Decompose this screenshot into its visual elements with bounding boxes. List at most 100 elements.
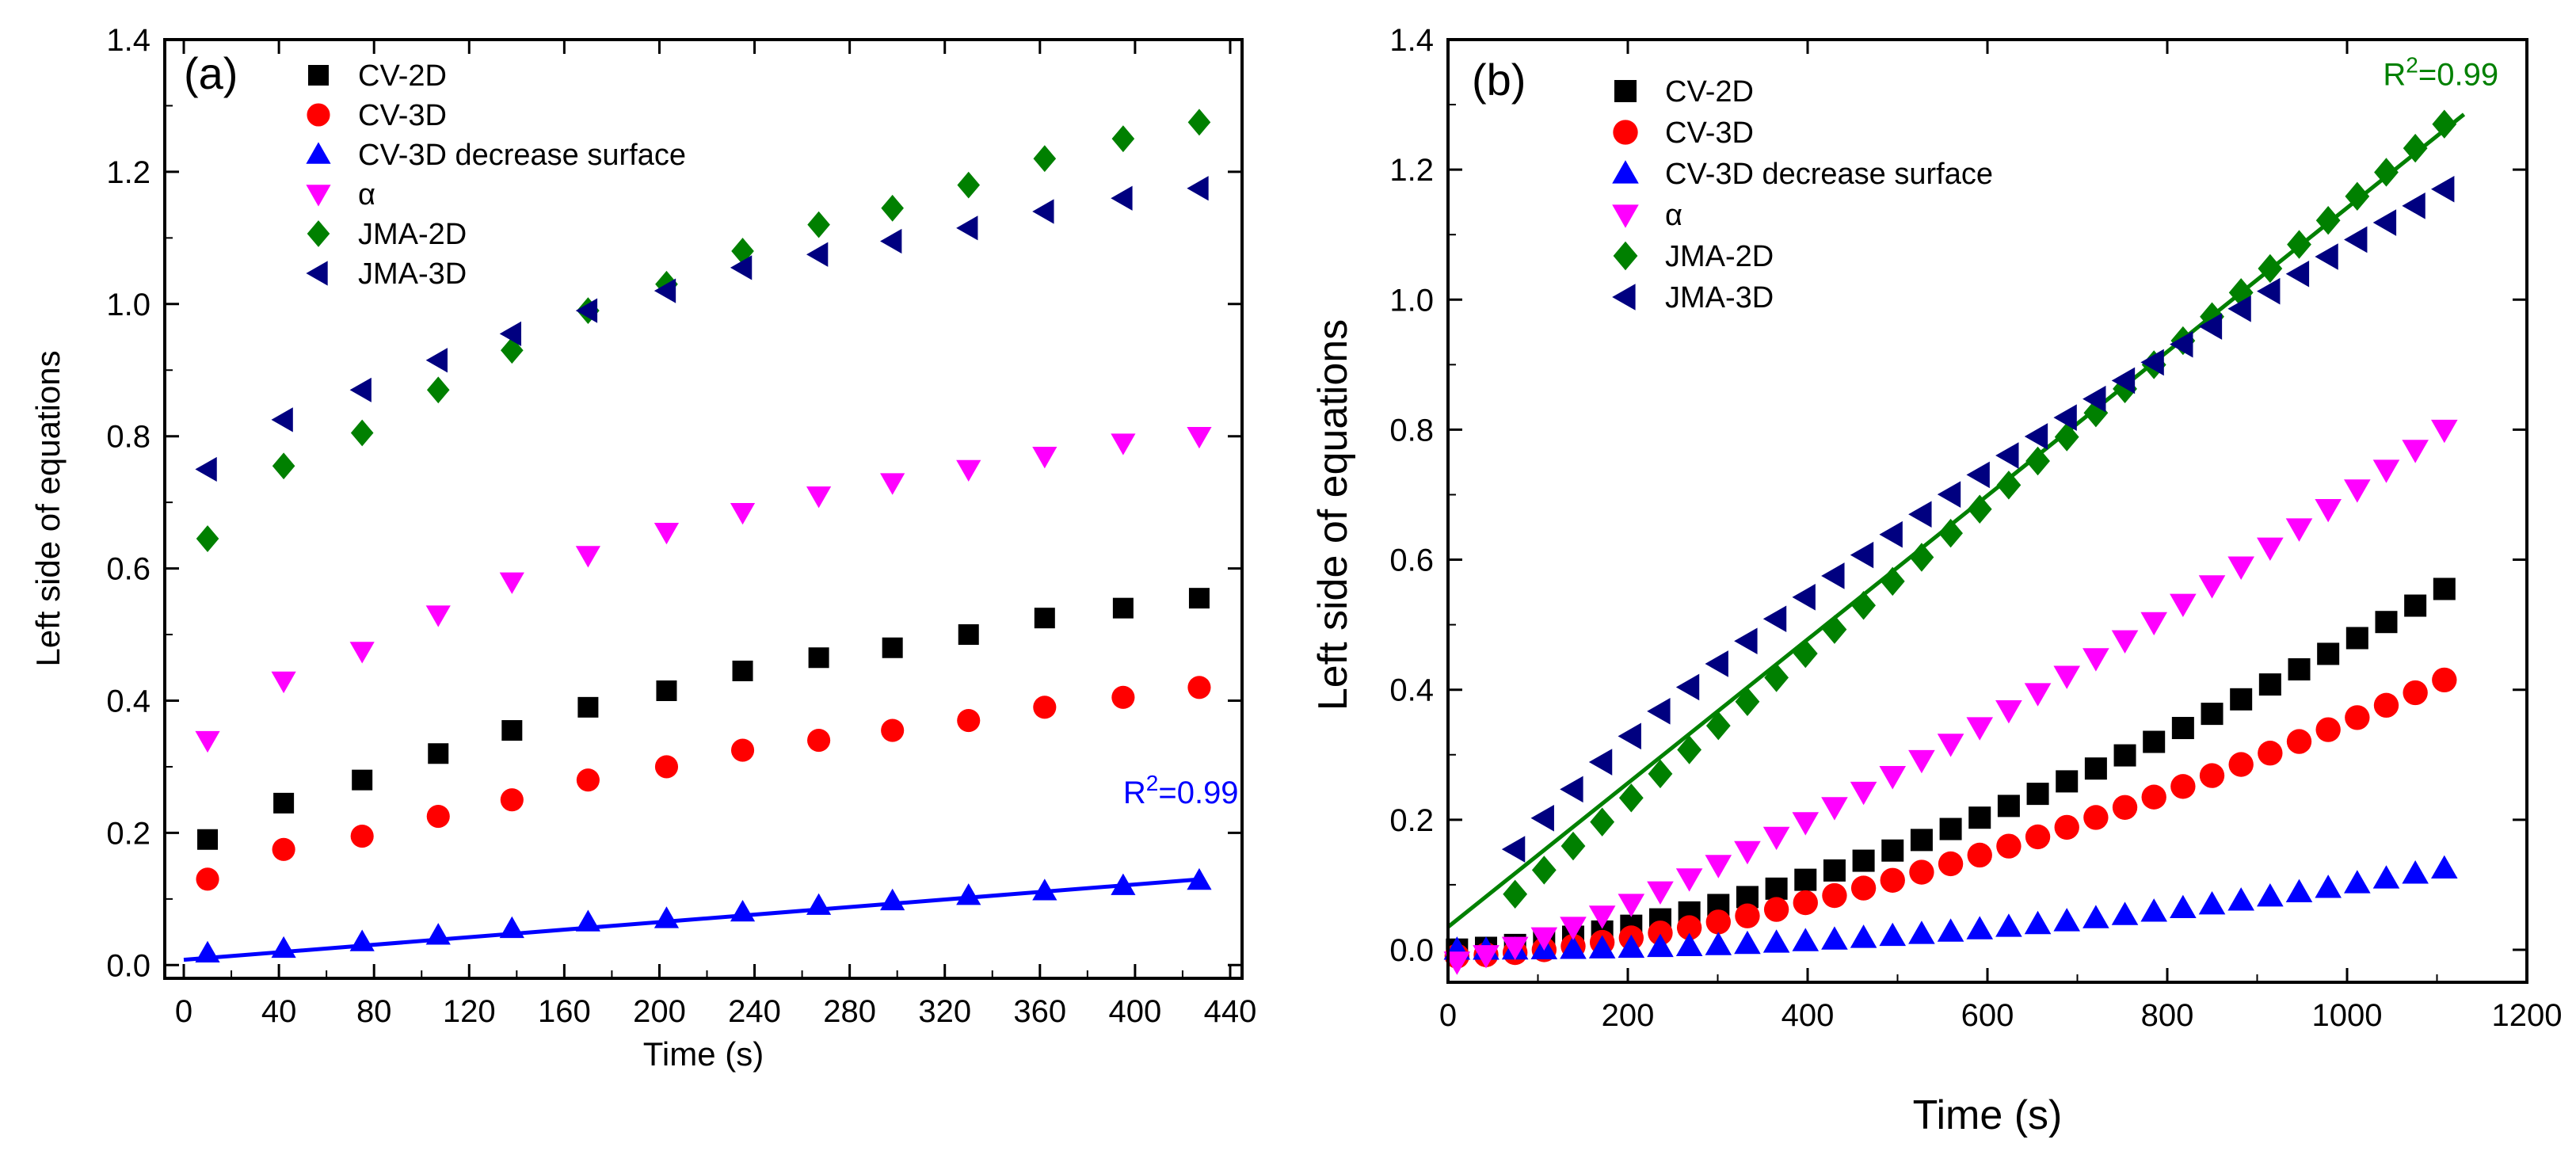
point-b-jma-3d-10 [1792, 584, 1816, 611]
point-b-jma-3d-0 [1501, 836, 1526, 863]
point-b-jma-2d-1 [1531, 856, 1557, 885]
point-b-cv-3d-10 [1735, 903, 1760, 928]
point-a-cv-3d-10 [957, 708, 981, 733]
point-a-cv-3d-6 [654, 755, 679, 779]
x-axis-title-a: Time (s) [643, 1035, 764, 1073]
point-b-jma-2d-3 [1590, 807, 1615, 837]
point-a-jma-2d-3 [426, 376, 450, 404]
point-a-cv-3d-decrease-surface-5 [575, 909, 600, 932]
point-b-jma-2d-19 [2054, 422, 2079, 452]
x-axis-title-b: Time (s) [1913, 1092, 2063, 1138]
legend-label-b-jma-2d: JMA-2D [1665, 240, 1774, 273]
point-b-jma-2d-27 [2287, 230, 2311, 259]
r2-label-a: R2=0.99 [1123, 771, 1239, 810]
point-b-cv-3d-decrease-surface-30 [2315, 875, 2342, 898]
point-b-cv-3d-decrease-surface-6 [1618, 934, 1645, 959]
point-a-jma-3d-8 [806, 242, 829, 267]
point-a-cv-3d-0 [196, 867, 219, 891]
x-tick-label-a-0: 0 [175, 994, 192, 1029]
point-b-alpha-3 [1530, 927, 1558, 951]
point-b-alpha-0 [1443, 951, 1471, 975]
x-tick-label-a-8: 320 [918, 994, 971, 1029]
point-a-cv-2d-13 [1188, 588, 1210, 609]
point-b-jma-3d-11 [1821, 562, 1845, 589]
point-b-jma-3d-5 [1647, 698, 1671, 725]
point-b-cv-2d-11 [1765, 877, 1788, 900]
point-a-cv-2d-10 [958, 624, 979, 646]
point-a-jma-3d-13 [1187, 176, 1209, 201]
point-b-jma-3d-29 [2344, 226, 2368, 253]
point-a-cv-3d-decrease-surface-10 [956, 883, 981, 905]
point-b-cv-3d-decrease-surface-32 [2372, 865, 2400, 889]
point-b-cv-3d-decrease-surface-29 [2285, 878, 2313, 903]
point-b-cv-2d-19 [1997, 795, 2020, 818]
point-a-alpha-7 [730, 502, 756, 525]
point-a-cv-2d-3 [428, 743, 449, 764]
point-b-alpha-10 [1734, 840, 1761, 865]
point-b-cv-2d-26 [2201, 703, 2224, 726]
point-a-alpha-13 [1187, 427, 1212, 449]
panel-b: 0 200 400 600 800 1000 1200 0.0 0.2 0.4 0.6 0.8 1.0 1… [1310, 23, 2562, 1138]
point-b-cv-3d-24 [2141, 784, 2166, 810]
point-a-cv-3d-12 [1111, 685, 1135, 709]
point-a-jma-3d-3 [425, 348, 448, 373]
legend-label-a-cv-3d: CV-3D [358, 99, 447, 132]
point-b-jma-2d-5 [1648, 759, 1673, 789]
point-a-jma-3d-2 [349, 377, 372, 402]
y-tick-label-a-7: 1.4 [106, 23, 151, 58]
point-b-cv-3d-15 [1880, 867, 1905, 893]
point-b-cv-2d-24 [2143, 730, 2166, 753]
y-tick-label-a-3: 0.6 [106, 552, 151, 587]
legend-marker-a-cv-3d-decrease-surface [306, 142, 331, 164]
point-b-jma-3d-19 [2053, 404, 2077, 431]
point-a-alpha-2 [349, 642, 375, 664]
point-b-jma-2d-28 [2315, 206, 2341, 235]
point-b-alpha-25 [2170, 593, 2197, 618]
point-b-alpha-4 [1560, 917, 1587, 940]
point-b-jma-3d-22 [2140, 349, 2164, 376]
plot-frame-b [1446, 38, 2528, 984]
panel-a: 0 40 80 120 160 200 240 280 320 360 400 440 0.0 0.2 0.… [29, 23, 1256, 1073]
point-a-jma-3d-0 [195, 456, 217, 482]
point-a-cv-3d-decrease-surface-7 [730, 899, 756, 922]
y-tick-label-a-2: 0.4 [106, 684, 151, 719]
point-b-alpha-29 [2285, 518, 2313, 542]
point-b-cv-3d-12 [1793, 890, 1818, 916]
x-tick-label-a-7: 280 [823, 994, 876, 1029]
legend-marker-a-jma-2d [307, 220, 330, 247]
y-tick-label-a-6: 1.2 [106, 155, 151, 190]
x-tick-label-b-6: 1200 [2492, 998, 2563, 1033]
legend-marker-b-jma-2d [1613, 241, 1638, 271]
point-b-cv-3d-decrease-surface-8 [1675, 932, 1703, 957]
point-b-alpha-15 [1879, 766, 1907, 790]
r2-label-b: R2=0.99 [2383, 52, 2498, 92]
point-b-cv-3d-8 [1676, 915, 1702, 940]
x-tick-label-b-5: 1000 [2312, 998, 2383, 1033]
legend-label-b-cv-2d: CV-2D [1665, 75, 1754, 109]
x-tick-label-b-0: 0 [1439, 998, 1457, 1033]
point-b-cv-3d-9 [1705, 909, 1731, 935]
point-b-alpha-19 [1995, 700, 2022, 724]
x-tick-label-a-6: 240 [728, 994, 781, 1029]
point-b-cv-2d-25 [2171, 717, 2194, 740]
point-a-cv-3d-5 [576, 768, 600, 792]
point-b-cv-3d-decrease-surface-12 [1792, 928, 1820, 951]
point-b-cv-2d-27 [2230, 688, 2253, 711]
point-b-jma-3d-13 [1879, 520, 1903, 548]
point-b-cv-3d-decrease-surface-24 [2140, 898, 2168, 922]
point-b-alpha-31 [2344, 479, 2371, 503]
point-b-jma-3d-24 [2198, 313, 2223, 340]
point-b-alpha-18 [1966, 717, 1994, 741]
point-a-cv-3d-decrease-surface-0 [195, 940, 220, 962]
point-b-cv-3d-decrease-surface-19 [1995, 913, 2022, 937]
point-b-cv-3d-decrease-surface-15 [1879, 922, 1907, 947]
y-tick-label-b-6: 1.2 [1389, 153, 1434, 188]
point-b-jma-2d-31 [2403, 133, 2428, 163]
y-tick-label-b-3: 0.6 [1389, 543, 1434, 578]
point-b-cv-3d-21 [2054, 814, 2079, 840]
point-a-alpha-5 [575, 546, 600, 568]
point-b-jma-2d-7 [1705, 711, 1731, 741]
point-b-alpha-6 [1618, 894, 1645, 917]
x-tick-label-a-4: 160 [538, 994, 591, 1029]
